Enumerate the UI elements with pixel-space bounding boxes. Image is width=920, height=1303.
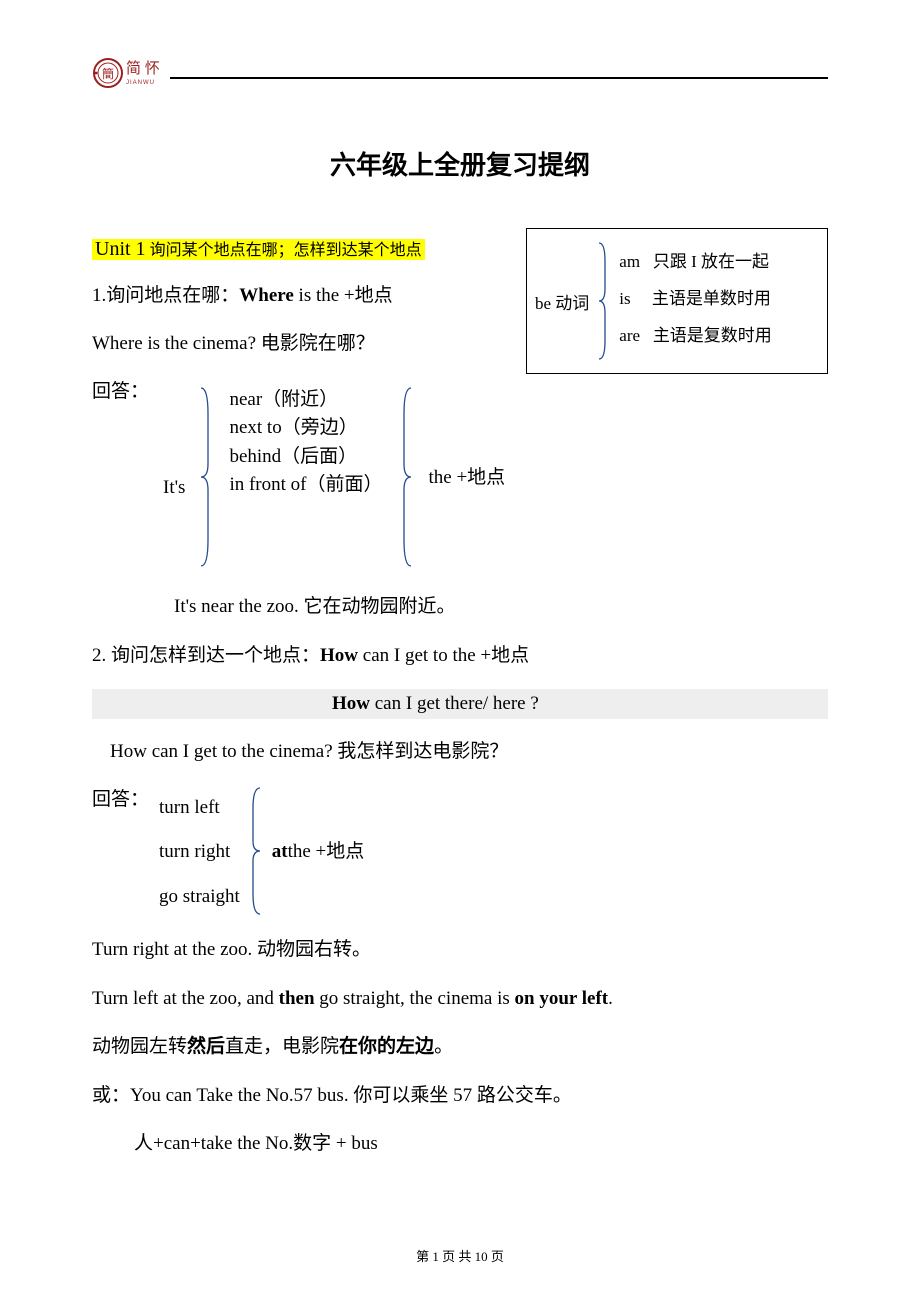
be-row: is 主语是单数时用 [611, 278, 772, 315]
section2-ex2: Turn left at the zoo, and then go straig… [92, 984, 828, 1014]
section2-ex3: 动物园左转然后直走，电影院在你的左边。 [92, 1032, 828, 1062]
svg-text:簡: 簡 [102, 66, 114, 81]
page-title: 六年级上全册复习提纲 [92, 145, 828, 182]
section1-example-a: It's near the zoo. 它在动物园附近。 [92, 592, 828, 622]
right-brace-icon [391, 378, 423, 579]
header-divider [170, 77, 828, 79]
opt-item: turn right [155, 830, 244, 875]
left-brace-icon [189, 378, 221, 579]
section2-ex1: Turn right at the zoo. 动物园右转。 [92, 935, 828, 965]
opt-item: go straight [155, 875, 244, 920]
header-row: 簡 简 怀 JIANWU [92, 60, 828, 95]
section2-ex5: 人+can+take the No.数字 + bus [92, 1129, 828, 1159]
opt-item: turn left [155, 786, 244, 831]
section2-intro: 2. 询问怎样到达一个地点：How can I get to the +地点 [92, 641, 828, 671]
opt-item: next to（旁边） [229, 414, 382, 443]
be-row: am 只跟 I 放在一起 [611, 241, 772, 278]
opt-item: near（附近） [229, 386, 382, 415]
section1-tail: the +地点 [423, 378, 506, 579]
answer-label: 回答： [92, 786, 155, 920]
answer-label: 回答： [92, 378, 155, 579]
brand-logo: 簡 简 怀 JIANWU [92, 56, 162, 95]
section2-ex4: 或：You can Take the No.57 bus. 你可以乘坐 57 路… [92, 1081, 828, 1111]
section2-tail: at the +地点 [264, 786, 365, 920]
section2-shaded: How can I get there/ here ? [92, 689, 828, 719]
its-label: It's [163, 474, 185, 503]
be-row: are 主语是复数时用 [611, 315, 772, 352]
section2-answer-block: 回答： turn left turn right go straight at … [92, 786, 828, 920]
brace-icon [593, 241, 611, 361]
opt-item: in front of（前面） [229, 471, 382, 500]
brand-text: 简 怀 [126, 60, 160, 77]
be-label: be 动词 [535, 241, 593, 361]
opt-item: behind（后面） [229, 443, 382, 472]
section1-answer-block: 回答： It's near（附近） next to（旁边） behind（后面）… [92, 378, 828, 579]
section2-example-q: How can I get to the cinema? 我怎样到达电影院？ [92, 737, 828, 767]
be-verb-box: be 动词 am 只跟 I 放在一起 is 主语是单数时用 are 主语是复数时… [526, 228, 828, 374]
page-footer: 第 1 页 共 10 页 [0, 1246, 920, 1265]
brand-sub: JIANWU [126, 80, 155, 86]
right-brace-icon [244, 786, 264, 920]
